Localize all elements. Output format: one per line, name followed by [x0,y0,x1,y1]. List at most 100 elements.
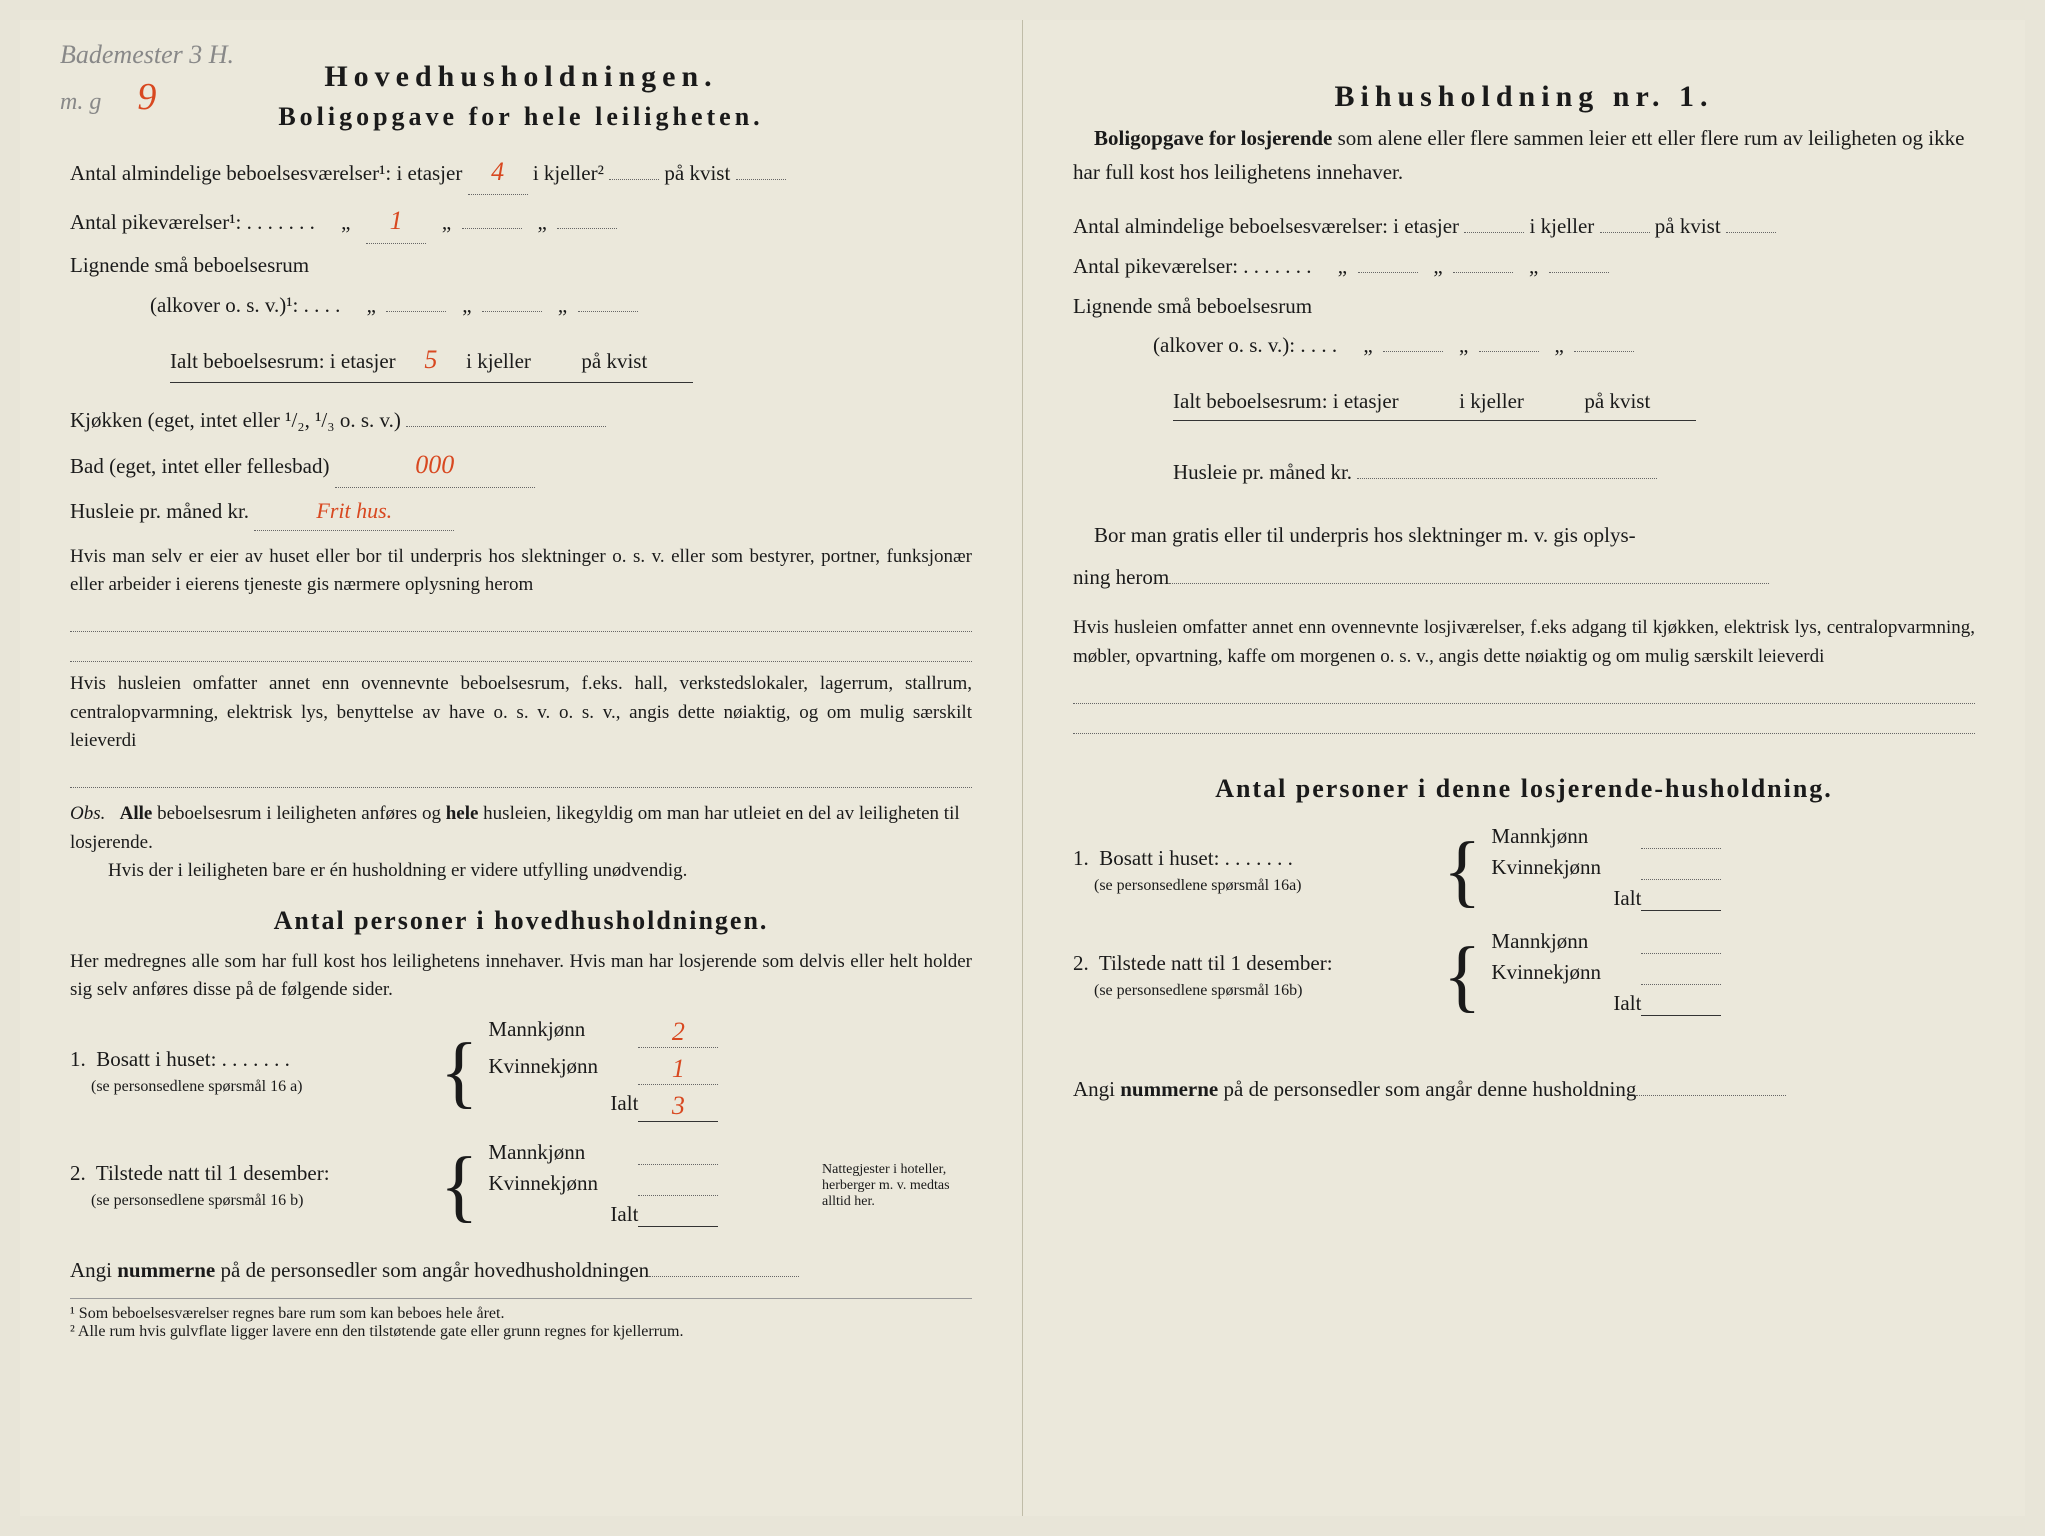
label: Kjøkken (eget, intet eller ¹/₂, ¹/₃ o. s… [70,408,401,432]
r-ialt-line: Ialt beboelsesrum: i etasjer i kjeller p… [1173,384,1696,421]
rq1-block: 1. Bosatt i huset: . . . . . . . (se per… [1073,824,1975,917]
rq2-right: Mannkjønn Kvinnekjønn Ialt [1491,929,1975,1022]
label: på kvist [1584,389,1650,413]
blank [1574,351,1634,352]
bad-value: 000 [415,450,454,479]
obs-block: Obs. Alle beboelsesrum i leiligheten anf… [70,800,972,886]
r-persons-title: Antal personer i denne losjerende-hushol… [1073,774,1975,804]
ialt-label: Ialt [1491,991,1641,1016]
label: i kjeller [1459,389,1524,413]
blank [1169,583,1769,584]
blank [1641,824,1721,849]
lignende-line: Lignende små beboelsesrum [70,248,972,284]
q2-label: Tilstede natt til 1 desember: [96,1161,330,1185]
blank [482,311,542,312]
label: i kjeller² [533,161,604,185]
blank [578,311,638,312]
kvinne-label: Kvinnekjønn [488,1171,638,1196]
q2-sub: (se personsedlene spørsmål 16b) [1094,982,1302,999]
bracket-icon: { [1443,839,1481,903]
intro-bold: Boligopgave for losjerende [1094,126,1332,150]
label: (alkover o. s. v.)¹: . . . . [150,293,340,317]
label: på kvist [581,349,647,373]
label: Ialt beboelsesrum: i etasjer [1173,389,1399,413]
mann-label: Mannkjønn [1491,929,1641,954]
corner-annotation-2: m. g 9 [60,75,156,119]
q2-sub: (se personsedlene spørsmål 16 b) [91,1192,303,1209]
q2-label: Tilstede natt til 1 desember: [1099,951,1333,975]
fill-line [70,610,972,632]
fill-line [70,766,972,788]
label: Lignende små beboelsesrum [1073,294,1312,318]
q2-num: 2. [70,1161,86,1185]
footnote-1: ¹ Som beboelsesværelser regnes bare rum … [70,1305,972,1323]
label: (alkover o. s. v.): . . . . [1153,333,1337,357]
q1-sub: (se personsedlene spørsmål 16 a) [91,1078,303,1095]
kvist-blank [736,179,786,180]
kjokken-value [406,426,606,427]
q2-mann-blank [638,1140,718,1165]
kvinne-label: Kvinnekjønn [1491,960,1641,985]
q1-mann-val: 2 [638,1017,718,1048]
blank [1641,960,1721,985]
blank [1641,886,1721,911]
mann-label: Mannkjønn [1491,824,1641,849]
q1-right: Mannkjønn2 Kvinnekjønn1 Ialt3 [488,1017,972,1128]
label: Antal pikeværelser¹: . . . . . . . [70,210,315,234]
bracket-icon: { [440,1040,478,1104]
kvinne-label: Kvinnekjønn [1491,855,1641,880]
r-para-1: Bor man gratis eller til underpris hos s… [1073,514,1975,598]
r-husleie-line: Husleie pr. måned kr. [1173,455,1975,491]
blank [1383,351,1443,352]
blank [1549,272,1609,273]
angi-line: Angi nummerne på de personsedler som ang… [70,1253,972,1289]
left-page: Bademester 3 H. m. g 9 Hovedhusholdninge… [20,20,1023,1516]
right-page: Bihusholdning nr. 1. Boligopgave for los… [1023,20,2025,1516]
rq1-right: Mannkjønn Kvinnekjønn Ialt [1491,824,1975,917]
rooms-line-1: Antal almindelige beboelsesværelser¹: i … [70,150,972,195]
blank [1726,232,1776,233]
rq2-left: 2. Tilstede natt til 1 desember: (se per… [1073,951,1433,1001]
corner-number: 9 [137,76,156,118]
mann-label: Mannkjønn [488,1140,638,1165]
ialt-label: Ialt [1491,886,1641,911]
footnote-2: ² Alle rum hvis gulvflate ligger lavere … [70,1323,972,1341]
q2-right: Mannkjønn Kvinnekjønn Ialt [488,1140,822,1233]
persons-intro: Her medregnes alle som har full kost hos… [70,948,972,1005]
label: Antal almindelige beboelsesværelser: i e… [1073,214,1459,238]
q2-num: 2. [1073,951,1089,975]
q2-left: 2. Tilstede natt til 1 desember: (se per… [70,1161,430,1211]
label: Bad (eget, intet eller fellesbad) [70,454,329,478]
blank [1453,272,1513,273]
blank [1636,1095,1786,1096]
r-angi-line: Angi nummerne på de personsedler som ang… [1073,1072,1975,1108]
q1-label: Bosatt i huset: . . . . . . . [96,1047,290,1071]
r-alkover-line: (alkover o. s. v.): . . . . „ „ „ [1153,328,1975,364]
fill-line [1073,712,1975,734]
r-para-2: Hvis husleien omfatter annet enn ovennev… [1073,614,1975,671]
obs-text-2: Hvis der i leiligheten bare er én hushol… [108,860,687,881]
bad-line: Bad (eget, intet eller fellesbad) 000 [70,443,972,488]
q1-left: 1. Bosatt i huset: . . . . . . . (se per… [70,1047,430,1097]
side-note: Nattegjester i hoteller, herberger m. v.… [822,1162,972,1210]
para-2: Hvis husleien omfatter annet enn ovennev… [70,670,972,756]
bracket-icon: { [440,1154,478,1218]
para-1: Hvis man selv er eier av huset eller bor… [70,543,972,600]
blank [1641,929,1721,954]
bracket-icon: { [1443,944,1481,1008]
label: i kjeller [466,349,531,373]
right-intro: Boligopgave for losjerende som alene ell… [1073,122,1975,189]
rq2-block: 2. Tilstede natt til 1 desember: (se per… [1073,929,1975,1022]
blank [1600,232,1650,233]
r-lignende-line: Lignende små beboelsesrum [1073,289,1975,325]
q1-label: Bosatt i huset: . . . . . . . [1099,846,1293,870]
label: Antal pikeværelser: . . . . . . . [1073,254,1312,278]
label: Husleie pr. måned kr. [70,499,249,523]
blank [557,228,617,229]
q1-ialt-val: 3 [638,1091,718,1122]
q2-block: 2. Tilstede natt til 1 desember: (se per… [70,1140,972,1233]
q1-num: 1. [1073,846,1089,870]
blank [1641,991,1721,1016]
blank [386,311,446,312]
etasjer-value: 4 [491,157,504,186]
